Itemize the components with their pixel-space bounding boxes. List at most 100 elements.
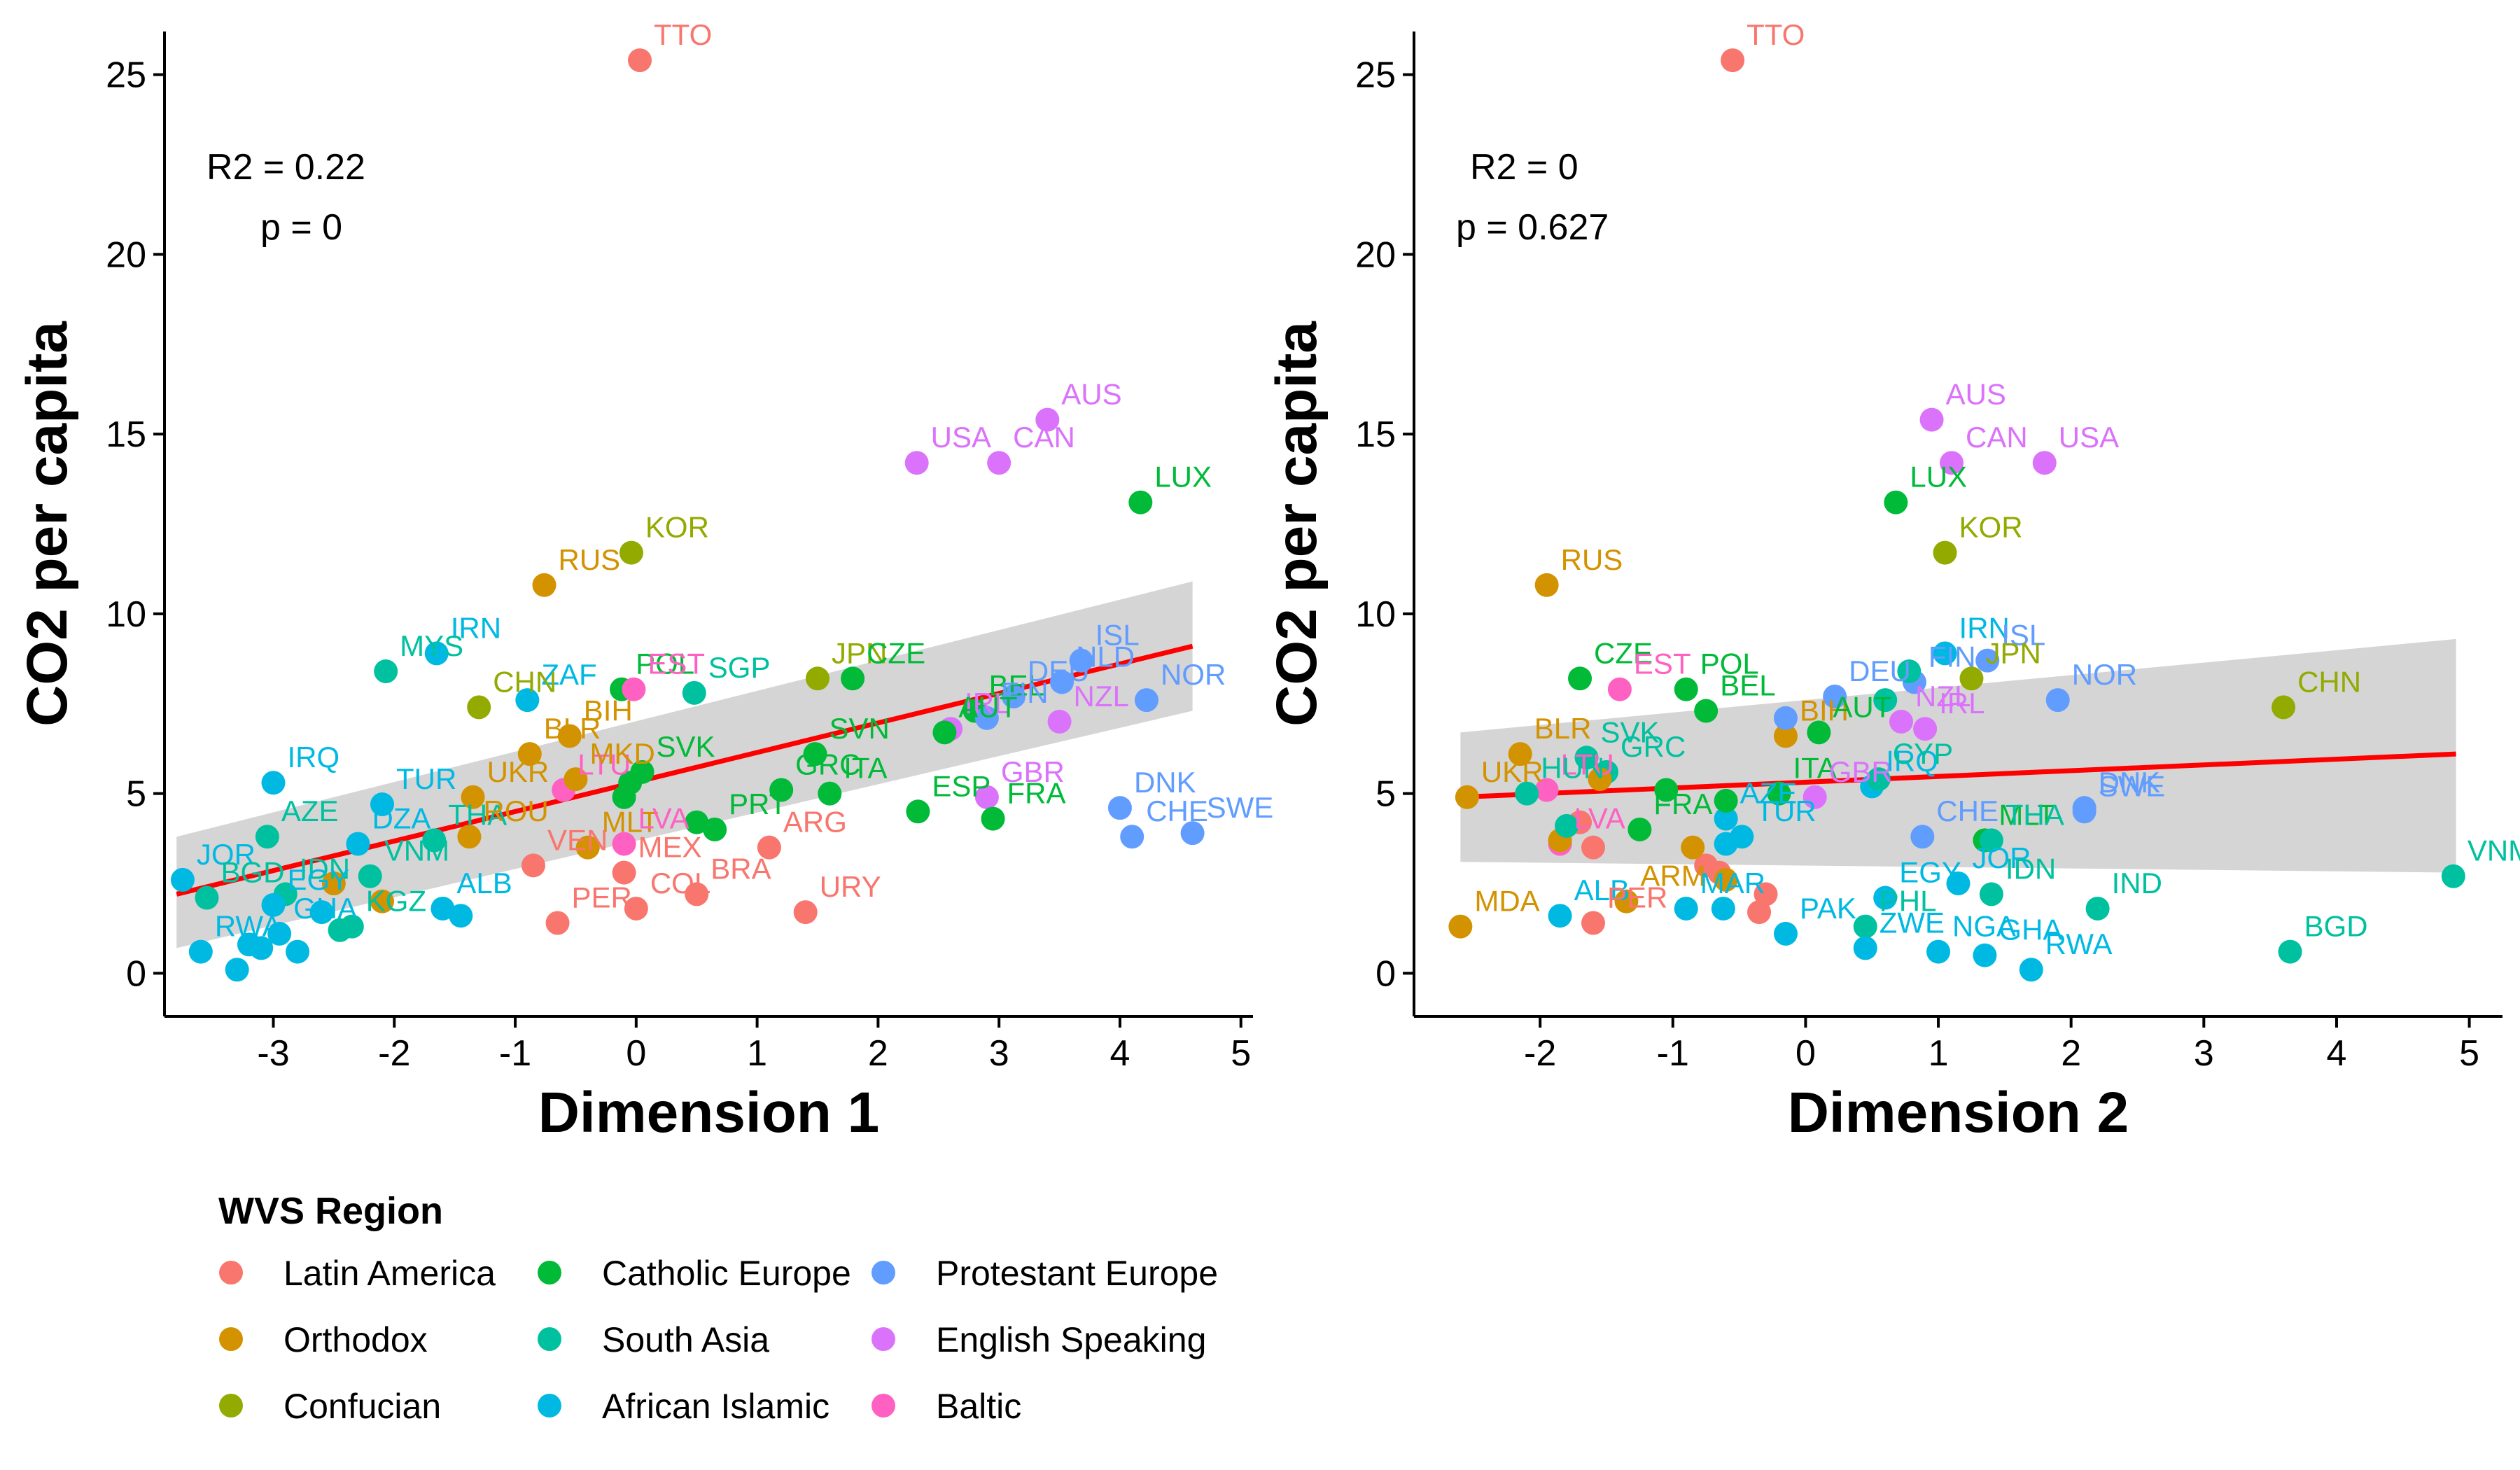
data-point	[424, 641, 449, 666]
legend-key	[219, 1261, 243, 1284]
point-label: SGP	[708, 651, 771, 684]
point-label: ARG	[783, 806, 847, 839]
data-point	[974, 785, 999, 809]
x-tick-label: 3	[989, 1033, 1009, 1074]
point-label: GBR	[1829, 755, 1893, 788]
data-point	[1940, 451, 1964, 475]
p-value-stat: p = 0.627	[1456, 207, 1609, 248]
point-label: IDN	[300, 852, 350, 885]
data-point	[703, 817, 727, 841]
data-point	[1120, 825, 1144, 849]
data-point	[624, 896, 648, 920]
point-label: LVA	[1574, 802, 1625, 835]
point-label: CHN	[2297, 665, 2361, 698]
point-label: NZL	[1074, 680, 1129, 713]
point-label: BRA	[710, 852, 771, 885]
point-label: GRC	[1620, 730, 1686, 763]
point-label: SVK	[1601, 715, 1660, 748]
data-point	[532, 573, 556, 597]
point-label: EST	[648, 648, 705, 680]
p-value-stat: p = 0	[260, 207, 342, 248]
data-point	[1674, 677, 1698, 701]
data-point	[806, 666, 830, 691]
y-tick-label: 20	[1355, 234, 1396, 275]
data-point	[622, 677, 646, 701]
data-point	[1747, 900, 1772, 925]
data-point	[575, 835, 600, 860]
legend-key	[872, 1394, 895, 1418]
point-label: EST	[1634, 648, 1691, 680]
data-point	[286, 939, 310, 964]
point-label: CHE	[1936, 794, 1998, 827]
point-label: HUN	[1541, 752, 1604, 785]
data-point	[2019, 958, 2043, 982]
point-label: JOR	[197, 838, 255, 871]
point-label: VNM	[2468, 834, 2520, 867]
point-label: BLR	[544, 712, 601, 745]
data-point	[430, 896, 455, 920]
point-label: NOR	[1161, 658, 1226, 691]
point-label: SVN	[830, 712, 890, 745]
legend-label: Latin America	[284, 1254, 496, 1293]
point-label: ISL	[2001, 619, 2045, 652]
data-point	[1714, 788, 1738, 813]
data-point	[309, 900, 334, 925]
data-point	[803, 742, 827, 766]
data-point	[1721, 48, 1745, 73]
point-label: MLT	[1998, 798, 2055, 831]
data-point	[1823, 684, 1847, 708]
point-label: BEL	[1720, 669, 1775, 702]
data-point	[1628, 817, 1652, 841]
point-label: TTO	[1746, 18, 1805, 51]
y-axis-title: CO2 per capita	[15, 321, 79, 727]
data-point	[818, 781, 842, 806]
point-label: CHE	[1146, 794, 1208, 827]
data-point	[1913, 717, 1938, 741]
y-tick-label: 20	[106, 234, 146, 275]
legend-key	[219, 1394, 243, 1418]
data-point	[267, 921, 292, 946]
x-tick-label: 4	[1110, 1033, 1130, 1074]
x-tick-label: 5	[1231, 1033, 1251, 1074]
y-tick-label: 10	[1355, 594, 1396, 635]
point-label: NLD	[1076, 640, 1135, 673]
point-label: USA	[2059, 421, 2119, 454]
data-point	[170, 867, 195, 892]
data-point	[1515, 781, 1539, 806]
data-point	[195, 886, 219, 910]
data-point	[261, 771, 286, 795]
data-point	[685, 810, 709, 834]
data-point	[1448, 914, 1473, 939]
point-label: LTU	[578, 748, 631, 780]
y-tick-label: 25	[1355, 55, 1396, 96]
point-label: MEX	[638, 831, 702, 864]
data-point	[757, 835, 781, 860]
data-point	[467, 695, 491, 720]
point-label: KGZ	[366, 885, 426, 918]
point-label: PHL	[1879, 885, 1937, 918]
data-point	[255, 825, 279, 849]
point-label: VEN	[547, 823, 608, 856]
point-label: MYS	[400, 629, 463, 662]
point-label: BIH	[1800, 694, 1849, 727]
legend-label: South Asia	[602, 1320, 769, 1359]
point-label: RUS	[559, 543, 621, 576]
data-point	[2278, 939, 2302, 964]
point-label: ARM	[1640, 860, 1705, 892]
data-point	[1773, 921, 1798, 946]
data-point	[1581, 911, 1606, 935]
data-point	[612, 860, 636, 885]
data-point	[619, 540, 643, 565]
point-label: UKR	[487, 755, 550, 788]
data-point	[932, 720, 957, 745]
legend-label: Confucian	[284, 1387, 441, 1426]
data-point	[1568, 666, 1592, 691]
data-point	[1754, 882, 1778, 906]
y-tick-label: 0	[126, 953, 146, 994]
point-label: GRC	[795, 748, 860, 780]
data-point	[1714, 806, 1738, 831]
data-point	[1711, 896, 1735, 920]
